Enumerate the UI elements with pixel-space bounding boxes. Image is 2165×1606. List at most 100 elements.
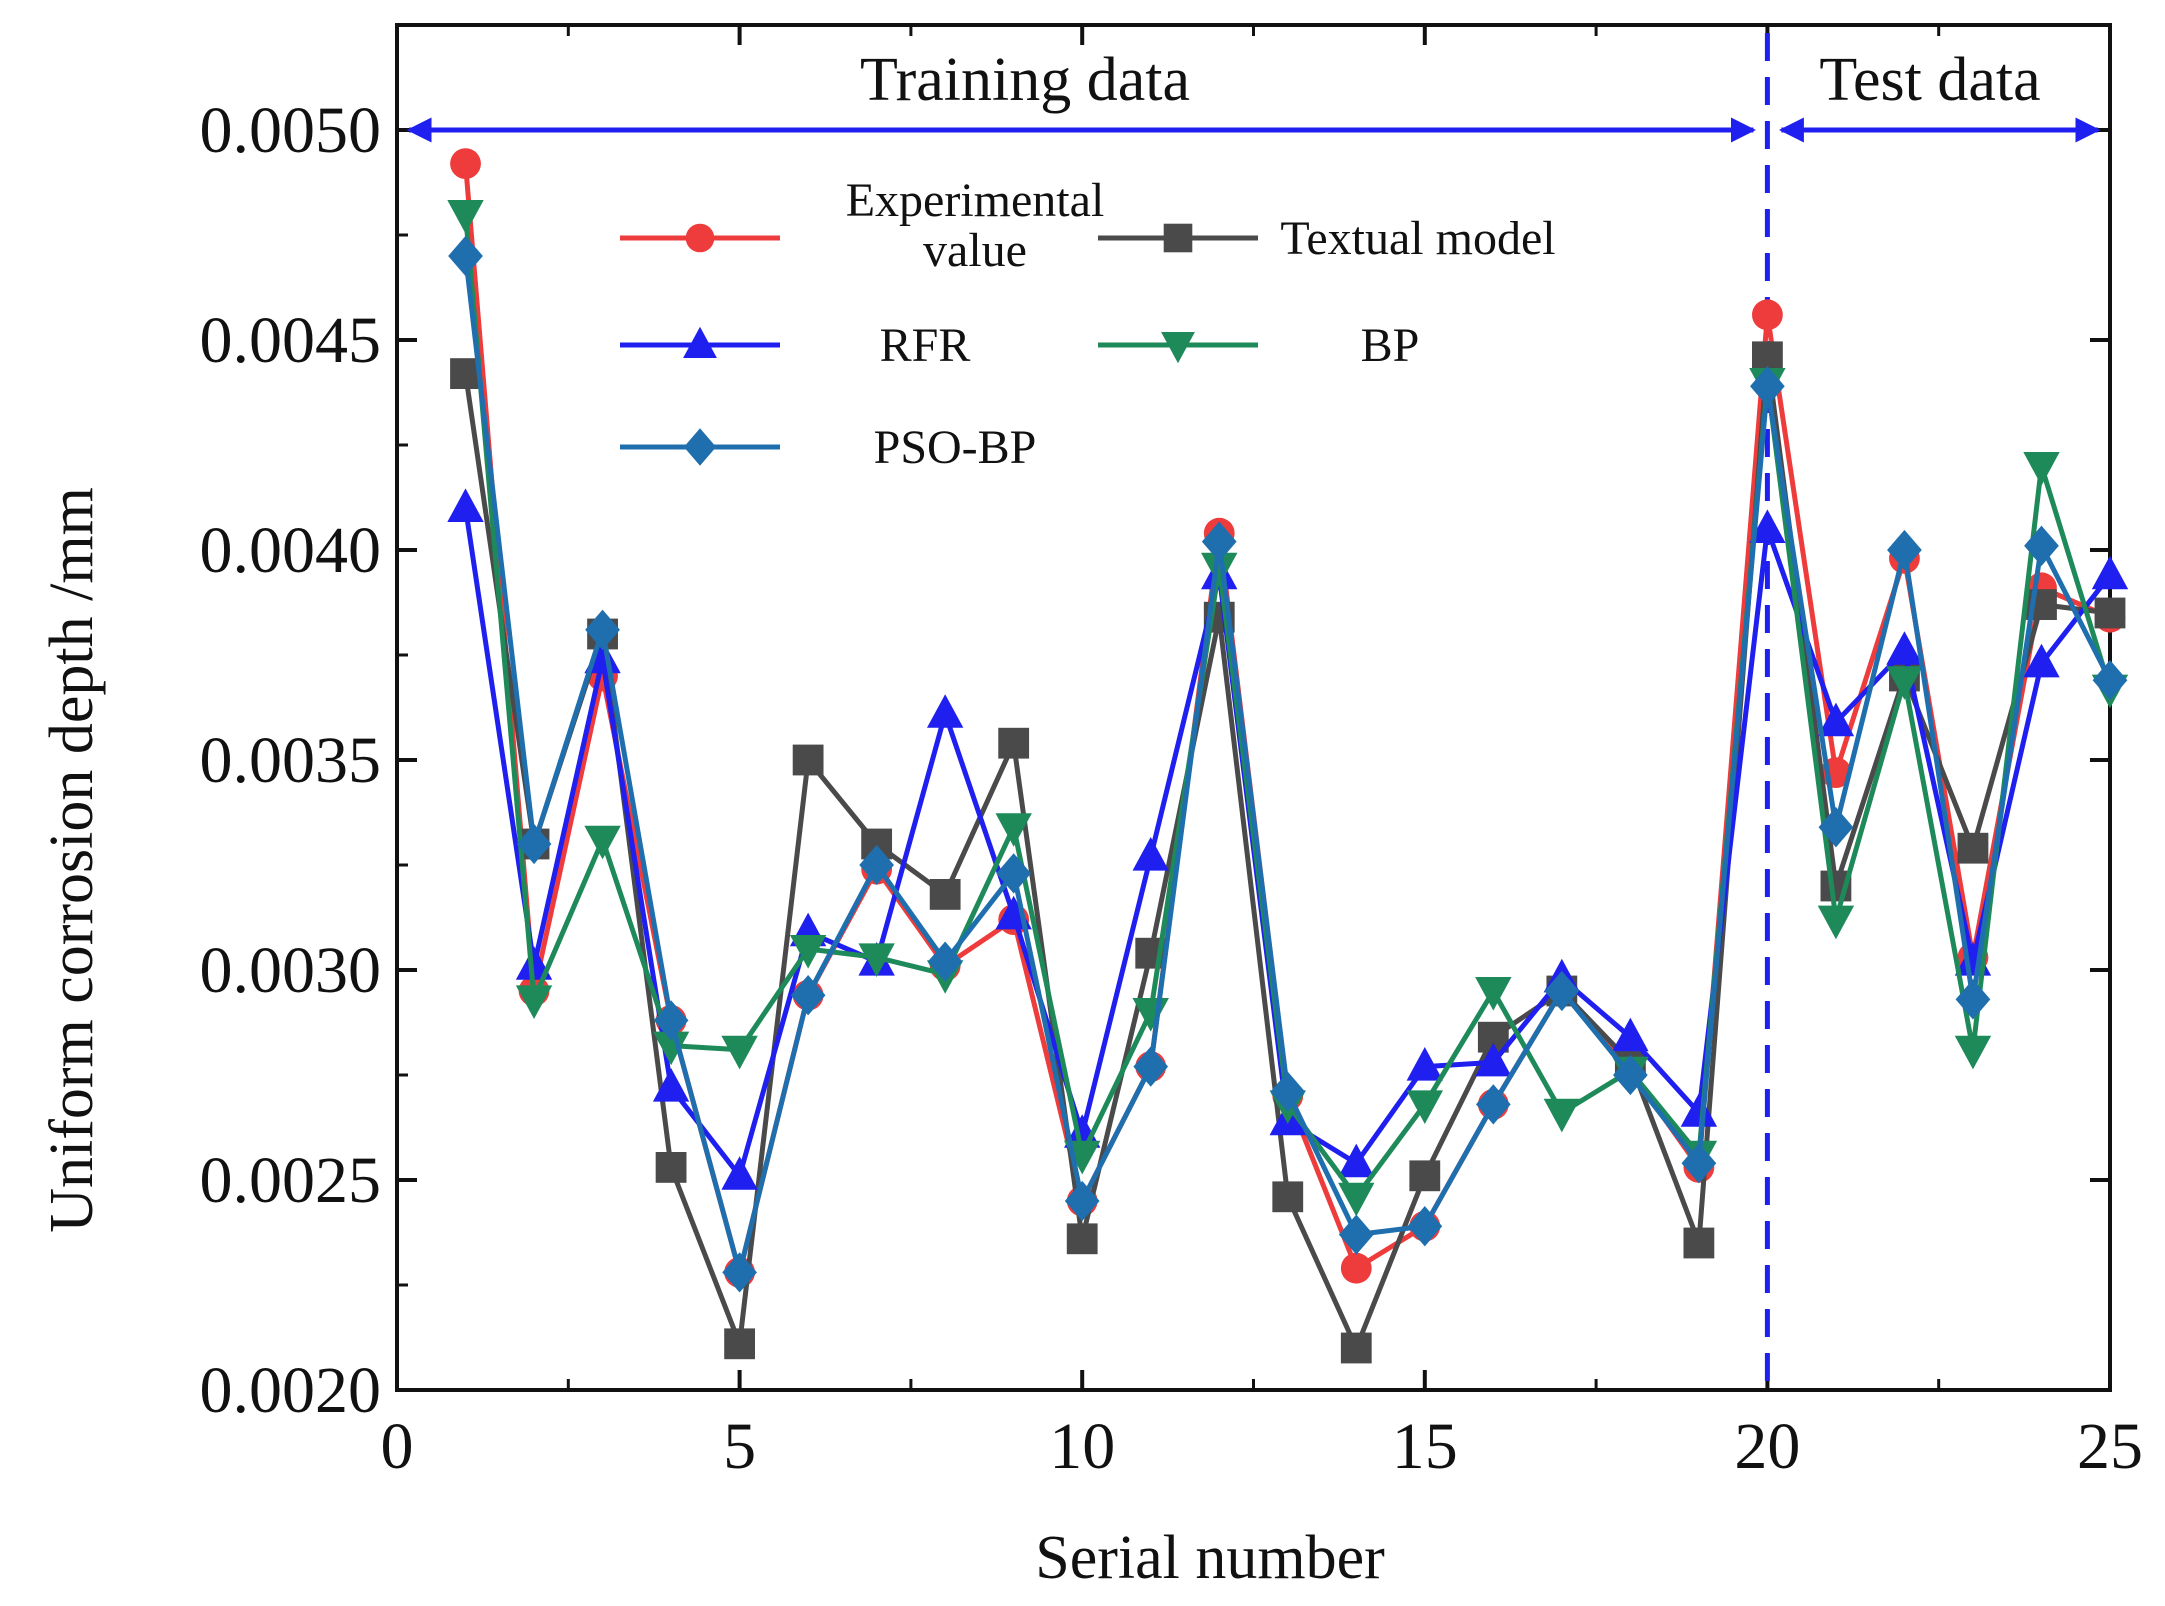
y-tick-label: 0.0035 [200, 724, 382, 797]
x-axis-title: Serial number [1035, 1524, 1385, 1592]
data-point-experimental-value [1340, 1252, 1372, 1284]
data-point-pso-bp [1338, 1214, 1374, 1255]
data-point-textual-model [1272, 1181, 1304, 1213]
data-point-pso-bp [1955, 979, 1991, 1020]
data-point-textual-model [792, 744, 824, 776]
data-point-rfr [2091, 555, 2129, 590]
legend-label-textual-model: Textual model [1280, 212, 1555, 265]
x-axis: 0 5 10 15 20 25 [381, 25, 2143, 1483]
data-point-bp [1543, 1098, 1581, 1133]
data-point-pso-bp [1681, 1143, 1717, 1184]
data-point-pso-bp [1270, 1071, 1306, 1112]
legend-label-bp: BP [1361, 319, 1420, 372]
data-point-pso-bp [722, 1252, 757, 1293]
data-point-textual-model [1683, 1227, 1715, 1259]
legend-label-rfr: RFR [880, 319, 971, 372]
data-point-textual-model [1957, 832, 1989, 864]
legend-marker-pso-bp [683, 428, 717, 466]
x-tick-label: 5 [723, 1410, 756, 1483]
legend-item-bp: BP [1098, 319, 1419, 372]
data-point-bp [858, 943, 895, 977]
y-axis: 0.0020 0.0025 0.0030 0.0035 0.0040 0.0045 0.00… [200, 94, 2110, 1427]
data-point-pso-bp [927, 941, 963, 982]
data-point-rfr [1886, 631, 1923, 665]
data-point-pso-bp [585, 609, 620, 650]
legend-marker-experimental-value [685, 223, 715, 253]
data-point-rfr [926, 694, 964, 728]
data-point-rfr [1406, 1047, 1443, 1081]
data-point-bp [1475, 977, 1512, 1011]
data-point-rfr [447, 488, 484, 522]
legend-label-pso-bp: PSO-BP [874, 421, 1037, 474]
data-point-bp [995, 813, 1032, 847]
data-point-rfr [721, 1156, 758, 1190]
y-tick-label: 0.0025 [200, 1144, 382, 1217]
data-point-pso-bp [1475, 1084, 1511, 1125]
x-tick-label: 20 [1734, 1410, 1800, 1483]
data-point-rfr [1132, 837, 1169, 871]
data-point-pso-bp [1887, 529, 1922, 571]
data-point-rfr [1749, 509, 1786, 543]
y-tick-label: 0.0040 [200, 514, 382, 587]
y-axis-title: Uniform corrosion depth /mm [38, 487, 106, 1233]
data-point-pso-bp [1407, 1206, 1443, 1247]
legend-label-experimental-value: value [923, 224, 1027, 277]
data-point-pso-bp [516, 823, 552, 865]
data-point-pso-bp [2092, 660, 2128, 701]
data-point-pso-bp [1133, 1046, 1169, 1087]
y-tick-label: 0.0045 [200, 304, 382, 377]
data-point-bp [447, 200, 484, 234]
legend-label-experimental-value: Experimental [846, 174, 1105, 227]
data-point-textual-model [1066, 1223, 1098, 1255]
data-point-pso-bp [1818, 807, 1854, 848]
x-tick-label: 10 [1049, 1410, 1115, 1483]
data-point-rfr [1612, 1017, 1649, 1052]
data-point-bp [1886, 666, 1923, 700]
training-data-label: Training data [860, 46, 1190, 114]
x-tick-label: 0 [381, 1410, 414, 1483]
legend-marker-bp [1161, 332, 1195, 364]
legend-item-rfr: RFR [620, 319, 970, 372]
data-point-bp [584, 825, 621, 860]
data-point-pso-bp [790, 975, 826, 1016]
data-point-pso-bp [448, 235, 483, 277]
x-tick-label: 15 [1392, 1410, 1458, 1483]
legend-item-pso-bp: PSO-BP [620, 421, 1036, 474]
data-point-bp [1406, 1090, 1443, 1124]
data-point-experimental-value [450, 148, 481, 180]
data-point-textual-model [929, 879, 961, 910]
series-pso-bp [448, 235, 2128, 1293]
legend-item-textual-model: Textual model [1098, 212, 1556, 265]
data-point-pso-bp [996, 853, 1032, 894]
data-point-textual-model [2094, 597, 2126, 629]
data-point-pso-bp [1613, 1054, 1648, 1096]
data-point-rfr [652, 1068, 690, 1102]
data-point-pso-bp [1544, 970, 1580, 1012]
data-point-textual-model [998, 727, 1030, 759]
series-line-bp [463, 213, 2113, 1200]
data-point-bp [1817, 905, 1855, 940]
data-point-rfr [1338, 1143, 1375, 1178]
data-point-textual-model [655, 1152, 687, 1183]
y-tick-label: 0.0030 [200, 934, 382, 1007]
data-point-pso-bp [859, 844, 894, 886]
data-point-bp [515, 985, 553, 1019]
data-point-pso-bp [653, 1000, 689, 1041]
data-point-bp [721, 1035, 758, 1070]
series-textual-model [450, 341, 2126, 1364]
data-point-rfr [515, 946, 553, 980]
data-point-pso-bp [1064, 1180, 1100, 1222]
data-point-bp [652, 1031, 690, 1066]
y-tick-label: 0.0050 [200, 94, 382, 167]
data-point-pso-bp [2024, 525, 2059, 566]
series-layer [447, 148, 2129, 1364]
data-point-rfr [1680, 1093, 1718, 1127]
x-tick-label: 25 [2077, 1410, 2143, 1483]
data-point-bp [1954, 1035, 1992, 1070]
test-data-label: Test data [1819, 46, 2040, 114]
legend-marker-rfr [683, 326, 717, 358]
legend-marker-textual-model [1163, 223, 1193, 253]
data-point-rfr [1817, 702, 1855, 737]
